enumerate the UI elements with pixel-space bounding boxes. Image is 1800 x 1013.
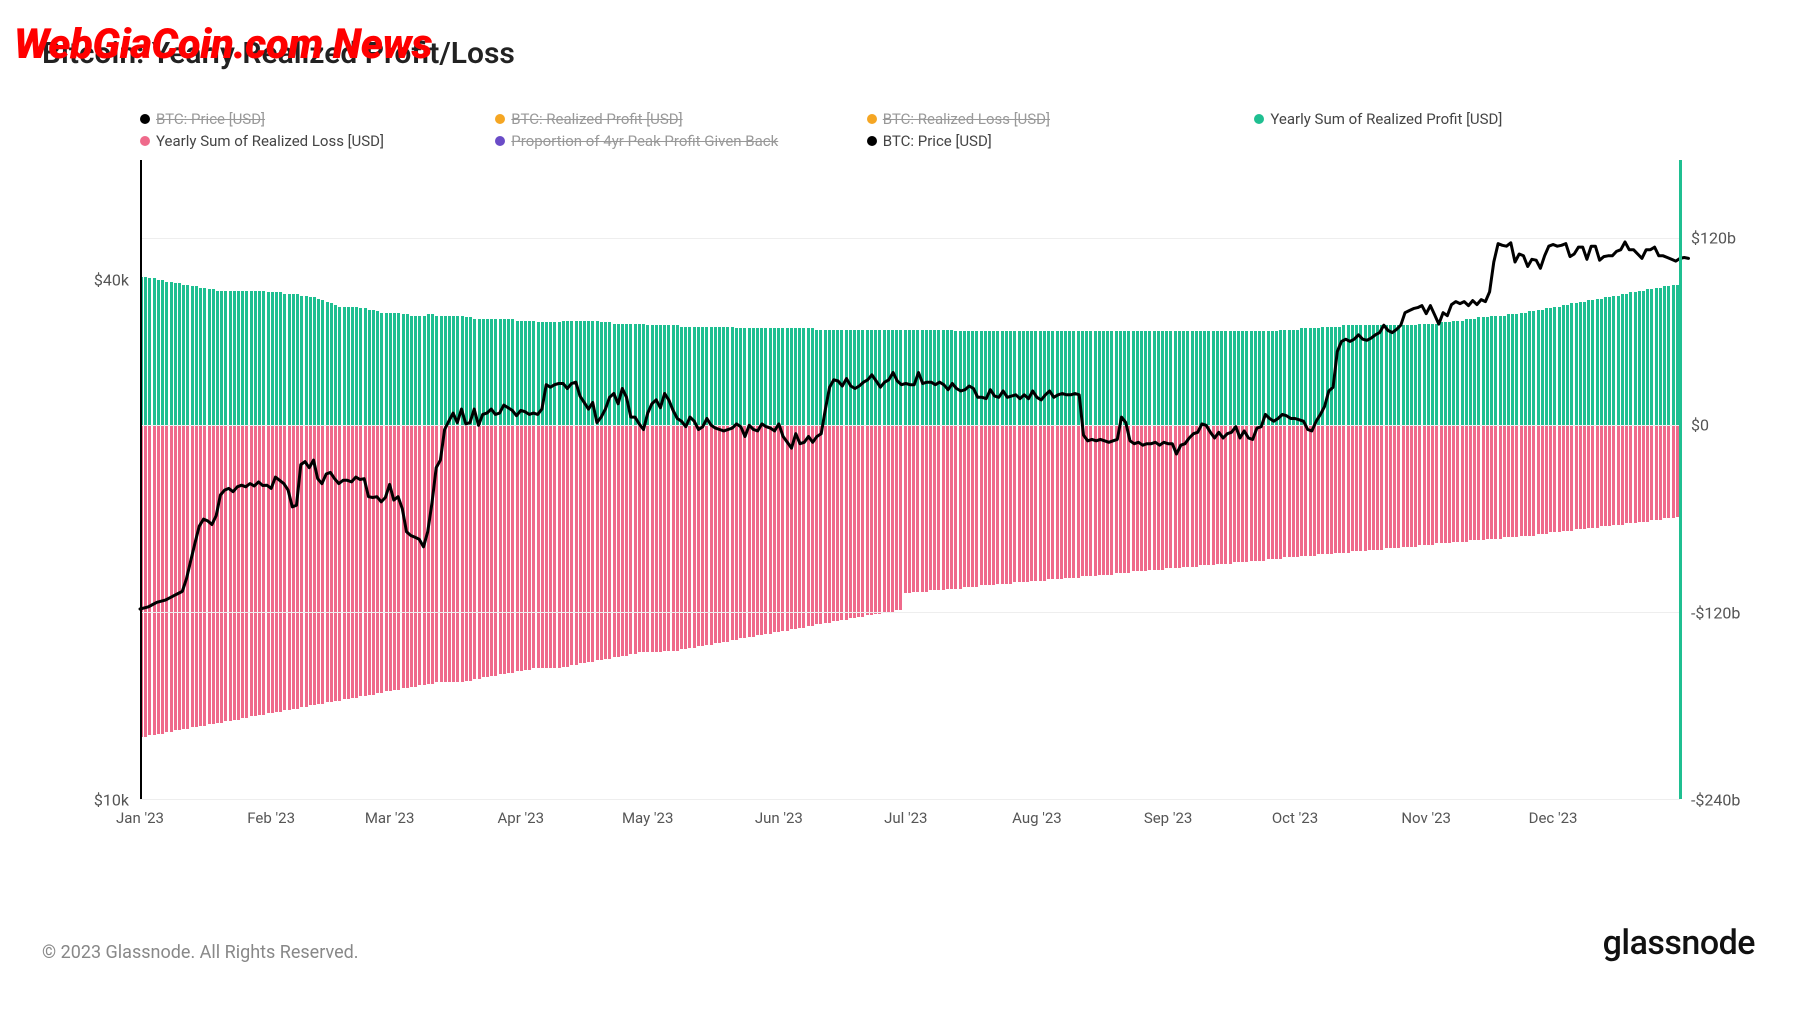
y-right-tick-label: -$120b [1685,603,1746,622]
x-tick-label: May '23 [622,809,673,827]
x-tick-label: Apr '23 [498,809,545,827]
legend-swatch [495,136,505,146]
y-right-tick-label: $120b [1685,229,1742,248]
legend-item[interactable]: BTC: Realized Profit [USD] [495,110,682,128]
legend-item[interactable]: Yearly Sum of Realized Loss [USD] [140,132,384,150]
price-line [140,242,1689,609]
x-tick-label: Jan '23 [116,809,164,827]
x-tick-label: Dec '23 [1529,809,1578,827]
watermark-text: WebGiaCoin.com News [14,20,432,69]
legend-item[interactable]: BTC: Price [USD] [867,132,992,150]
x-tick-label: Sep '23 [1144,809,1193,827]
x-tick-label: Aug '23 [1012,809,1062,827]
price-line-svg [140,160,1680,799]
legend-label: BTC: Price [USD] [156,110,265,128]
chart-legend: BTC: Price [USD] BTC: Realized Profit [US… [140,110,1755,155]
y-axis-line [140,160,142,799]
x-tick-label: Jul '23 [884,809,927,827]
y-axis-right-labels: -$240b-$120b$0$120b [1685,160,1755,800]
right-axis-accent [1679,160,1682,799]
y-axis-left-labels: $10k$40k [65,160,135,800]
x-tick-label: Feb '23 [247,809,295,827]
x-axis-labels: Jan '23Feb '23Mar '23Apr '23May '23Jun '… [140,805,1680,830]
legend-label: BTC: Realized Profit [USD] [511,110,682,128]
legend-swatch [140,136,150,146]
x-tick-label: Oct '23 [1272,809,1318,827]
legend-swatch [1254,114,1264,124]
x-tick-label: Jun '23 [755,809,803,827]
gridline [140,799,1680,800]
x-tick-label: Mar '23 [365,809,415,827]
legend-label: BTC: Price [USD] [883,132,992,150]
brand-logo-text: glassnode [1603,923,1755,963]
legend-swatch [495,114,505,124]
y-left-tick-label: $10k [88,791,135,810]
legend-swatch [140,114,150,124]
y-left-tick-label: $40k [88,270,135,289]
copyright-text: © 2023 Glassnode. All Rights Reserved. [42,942,359,963]
legend-item[interactable]: Yearly Sum of Realized Profit [USD] [1254,110,1502,128]
legend-label: Yearly Sum of Realized Loss [USD] [156,132,384,150]
chart-container: BTC: Price [USD] BTC: Realized Profit [US… [65,110,1755,830]
legend-swatch [867,114,877,124]
chart-footer: © 2023 Glassnode. All Rights Reserved. g… [42,923,1755,963]
legend-label: Proportion of 4yr Peak Profit Given Back [511,132,778,150]
x-tick-label: Nov '23 [1401,809,1451,827]
y-right-tick-label: $0 [1685,416,1715,435]
legend-label: Yearly Sum of Realized Profit [USD] [1270,110,1502,128]
legend-item[interactable]: Proportion of 4yr Peak Profit Given Back [495,132,778,150]
chart-plot-area [140,160,1680,800]
legend-item[interactable]: BTC: Realized Loss [USD] [867,110,1050,128]
legend-swatch [867,136,877,146]
y-right-tick-label: -$240b [1685,791,1746,810]
legend-item[interactable]: BTC: Price [USD] [140,110,265,128]
legend-label: BTC: Realized Loss [USD] [883,110,1050,128]
